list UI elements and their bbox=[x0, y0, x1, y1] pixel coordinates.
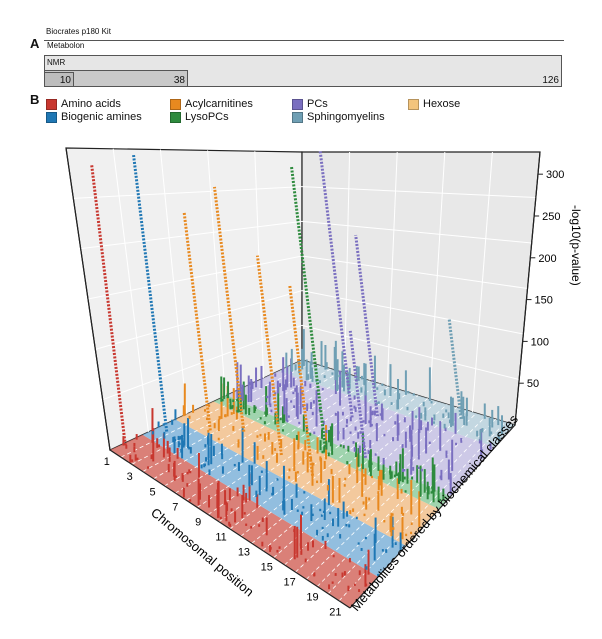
peak-acylcarnitines bbox=[182, 212, 212, 431]
x-tick-label: 13 bbox=[238, 546, 250, 558]
legend-swatch bbox=[170, 111, 181, 123]
floor-gridline bbox=[240, 395, 419, 537]
legend-swatch bbox=[46, 98, 57, 110]
legend-swatch bbox=[292, 98, 303, 110]
wall-gridline bbox=[159, 149, 188, 415]
legend-pcs: PCs bbox=[292, 98, 328, 110]
legend-lysopcs: LysoPCs bbox=[170, 111, 229, 123]
x-tick-label: 3 bbox=[127, 471, 133, 483]
nmr-count: 38 bbox=[173, 75, 185, 86]
panel-a-label: A bbox=[30, 36, 40, 51]
wall-gridline bbox=[301, 324, 520, 380]
legend-label: Hexose bbox=[423, 98, 461, 110]
floor-gridline bbox=[295, 409, 467, 573]
floor-band bbox=[175, 401, 440, 546]
peak-acylcarnitines bbox=[288, 285, 315, 476]
z-tick-label: 300 bbox=[546, 169, 564, 181]
wall-gridline bbox=[471, 151, 493, 413]
floor-gridline bbox=[273, 404, 448, 559]
legend-swatch bbox=[408, 98, 419, 110]
legend-sphingomyelins: Sphingomyelins bbox=[292, 111, 385, 123]
wall-gridline bbox=[301, 255, 528, 289]
legend-acylcarnitines: Acylcarnitines bbox=[170, 98, 253, 110]
wall-gridline bbox=[254, 151, 265, 379]
wall-gridline bbox=[207, 150, 226, 397]
floor-gridline bbox=[338, 421, 506, 602]
floor-gridline bbox=[197, 383, 380, 508]
floor-gridline bbox=[262, 401, 438, 551]
y-axis-line bbox=[349, 424, 516, 609]
x-tick-label: 17 bbox=[284, 577, 296, 589]
floor-gridline bbox=[142, 368, 332, 472]
panel-b-label: B bbox=[30, 92, 40, 107]
z-tick-label: 150 bbox=[534, 295, 552, 307]
legend-swatch bbox=[46, 111, 57, 123]
floor-gridline bbox=[284, 406, 458, 566]
nmr-label: NMR bbox=[47, 58, 66, 67]
plot-peaks bbox=[90, 149, 504, 592]
legend-swatch bbox=[292, 111, 303, 123]
legend-label: PCs bbox=[307, 98, 328, 110]
x-tick-label: 9 bbox=[195, 516, 201, 528]
floor-gridline bbox=[316, 415, 487, 587]
z-tick-label: 250 bbox=[542, 211, 560, 223]
plot-walls bbox=[65, 147, 541, 451]
peak-amino-acids bbox=[90, 164, 127, 446]
wall-gridline bbox=[344, 151, 351, 374]
x-tick-label: 5 bbox=[149, 486, 155, 498]
wall-gridline bbox=[429, 151, 446, 400]
wall-gridline bbox=[112, 148, 149, 433]
z-tick-label: 200 bbox=[538, 253, 556, 265]
wall-gridline bbox=[386, 151, 398, 387]
peak-pcs bbox=[354, 234, 379, 417]
peak-pcs bbox=[318, 149, 354, 418]
floor-gridline bbox=[306, 412, 477, 580]
x-tick-label: 11 bbox=[215, 531, 226, 543]
wall-gridline bbox=[95, 290, 303, 350]
peak-lysopcs bbox=[289, 165, 327, 448]
legend-amino-acids: Amino acids bbox=[46, 98, 121, 110]
metabolon-count: 126 bbox=[542, 75, 559, 86]
legend-biogenic-amines: Biogenic amines bbox=[46, 111, 142, 123]
wall-gridline bbox=[80, 220, 303, 250]
legend-hexose: Hexose bbox=[408, 98, 460, 110]
left-vertical-edge bbox=[65, 147, 111, 451]
inner-bar: 10 bbox=[44, 72, 74, 87]
kit-label: Biocrates p180 Kit bbox=[46, 27, 111, 36]
z-tick-label: 100 bbox=[531, 336, 549, 348]
metabolon-label: Metabolon bbox=[47, 41, 85, 50]
peak-biogenic-amines bbox=[132, 154, 169, 432]
wall-gridline bbox=[301, 220, 532, 244]
z-axis-label: -log10(p-value) bbox=[569, 205, 583, 286]
x-tick-label: 21 bbox=[329, 607, 341, 619]
legend-label: Amino acids bbox=[61, 98, 121, 110]
z-axis-line bbox=[514, 151, 541, 426]
legend-label: Acylcarnitines bbox=[185, 98, 253, 110]
nmr-bar: NMR 38 bbox=[44, 58, 188, 87]
z-tick-label: 50 bbox=[527, 378, 539, 390]
x-tick-label: 15 bbox=[261, 561, 273, 573]
legend-label: LysoPCs bbox=[185, 111, 229, 123]
floor-gridline bbox=[164, 374, 351, 487]
wall-gridline bbox=[73, 186, 303, 199]
peak-acylcarnitines bbox=[212, 186, 246, 432]
wall-gridline bbox=[87, 255, 303, 300]
legend-swatch bbox=[170, 98, 181, 110]
legend-label: Biogenic amines bbox=[61, 111, 142, 123]
inner-count: 10 bbox=[59, 75, 71, 86]
peak-pcs bbox=[348, 330, 367, 458]
wall-gridline bbox=[301, 186, 536, 198]
x-axis-line bbox=[109, 449, 351, 609]
peak-acylcarnitines bbox=[255, 255, 283, 456]
legend-label: Sphingomyelins bbox=[307, 111, 385, 123]
floor-gridline bbox=[153, 371, 341, 480]
peak-sphingomyelins bbox=[447, 319, 463, 420]
x-tick-label: 1 bbox=[104, 456, 110, 468]
floor-gridline bbox=[229, 392, 409, 530]
x-tick-label: 7 bbox=[172, 501, 178, 513]
x-tick-label: 19 bbox=[306, 592, 318, 604]
